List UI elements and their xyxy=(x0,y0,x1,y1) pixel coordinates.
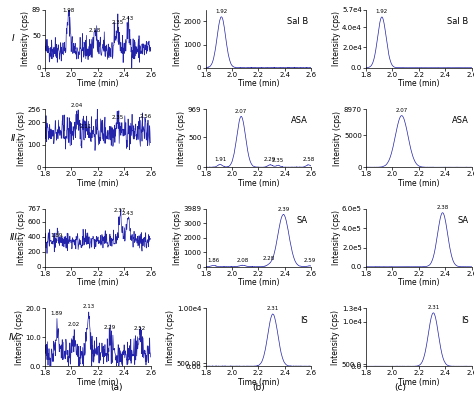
Text: 2.02: 2.02 xyxy=(68,322,80,327)
Text: 2.39: 2.39 xyxy=(277,207,290,211)
Text: ASA: ASA xyxy=(452,116,468,126)
Text: 2.37: 2.37 xyxy=(114,208,127,213)
Y-axis label: Intensity (cps): Intensity (cps) xyxy=(173,11,182,66)
Text: 1.89: 1.89 xyxy=(51,233,63,238)
Y-axis label: Intensity (cps): Intensity (cps) xyxy=(15,310,24,365)
X-axis label: Time (min): Time (min) xyxy=(237,179,279,188)
Y-axis label: Intensity (cps): Intensity (cps) xyxy=(173,210,182,265)
Y-axis label: Intensity (cps): Intensity (cps) xyxy=(17,111,26,166)
Text: 2.29: 2.29 xyxy=(264,157,276,162)
X-axis label: Time (min): Time (min) xyxy=(398,79,439,88)
Text: 2.56: 2.56 xyxy=(139,114,152,119)
Text: 2.52: 2.52 xyxy=(134,326,146,331)
Text: 1.98: 1.98 xyxy=(63,8,75,13)
Text: 2.59: 2.59 xyxy=(304,258,316,263)
Y-axis label: Intensity (cps): Intensity (cps) xyxy=(17,210,26,265)
X-axis label: Time (min): Time (min) xyxy=(77,179,118,188)
Text: 2.13: 2.13 xyxy=(82,304,95,309)
Text: ASA: ASA xyxy=(291,116,308,126)
Y-axis label: Intensity (cps): Intensity (cps) xyxy=(177,111,186,166)
Text: 2.28: 2.28 xyxy=(263,256,275,261)
Y-axis label: Intensity (cps): Intensity (cps) xyxy=(331,310,340,365)
X-axis label: Time (min): Time (min) xyxy=(237,378,279,387)
X-axis label: Time (min): Time (min) xyxy=(77,79,118,88)
Text: 2.11: 2.11 xyxy=(80,124,92,129)
Text: 2.18: 2.18 xyxy=(89,28,101,33)
Text: Sal B: Sal B xyxy=(287,17,308,26)
Text: 2.07: 2.07 xyxy=(395,108,408,113)
Text: 2.58: 2.58 xyxy=(302,157,315,162)
Text: 2.35: 2.35 xyxy=(272,158,284,163)
Y-axis label: Intensity (cps): Intensity (cps) xyxy=(166,310,175,365)
Text: SA: SA xyxy=(297,216,308,225)
X-axis label: Time (min): Time (min) xyxy=(398,378,439,387)
X-axis label: Time (min): Time (min) xyxy=(398,179,439,188)
X-axis label: Time (min): Time (min) xyxy=(398,278,439,287)
Text: I: I xyxy=(12,34,15,43)
Text: 2.31: 2.31 xyxy=(427,305,439,310)
Y-axis label: Intensity (cps): Intensity (cps) xyxy=(332,210,341,265)
Text: 1.91: 1.91 xyxy=(214,156,226,162)
Text: 2.29: 2.29 xyxy=(104,325,116,330)
Text: 2.08: 2.08 xyxy=(237,257,249,263)
Text: 2.35: 2.35 xyxy=(111,116,124,120)
X-axis label: Time (min): Time (min) xyxy=(237,278,279,287)
Text: IV: IV xyxy=(9,333,18,342)
Text: 1.92: 1.92 xyxy=(215,9,228,14)
Text: IS: IS xyxy=(300,316,308,324)
Text: 2.35: 2.35 xyxy=(111,21,124,25)
Y-axis label: Intensity (cps): Intensity (cps) xyxy=(332,11,341,66)
Y-axis label: Intensity (cps): Intensity (cps) xyxy=(334,111,343,166)
Text: IS: IS xyxy=(461,316,468,324)
X-axis label: Time (min): Time (min) xyxy=(77,278,118,287)
Text: Sal B: Sal B xyxy=(447,17,468,26)
Text: SA: SA xyxy=(457,216,468,225)
Text: 2.07: 2.07 xyxy=(235,109,247,114)
Text: 2.31: 2.31 xyxy=(267,306,279,311)
Text: III: III xyxy=(9,233,17,242)
Text: 2.38: 2.38 xyxy=(437,205,449,210)
Text: 1.89: 1.89 xyxy=(51,311,63,316)
Text: (c): (c) xyxy=(394,383,407,392)
X-axis label: Time (min): Time (min) xyxy=(77,378,118,387)
Text: (b): (b) xyxy=(252,383,264,392)
Text: II: II xyxy=(11,134,16,143)
Text: 1.86: 1.86 xyxy=(207,258,219,263)
Text: 2.04: 2.04 xyxy=(71,103,83,108)
Text: 2.43: 2.43 xyxy=(122,16,134,21)
Text: 1.92: 1.92 xyxy=(376,9,388,14)
Text: 2.43: 2.43 xyxy=(122,211,134,217)
Text: (a): (a) xyxy=(110,383,122,392)
Y-axis label: Intensity (cps): Intensity (cps) xyxy=(21,11,30,66)
X-axis label: Time (min): Time (min) xyxy=(237,79,279,88)
